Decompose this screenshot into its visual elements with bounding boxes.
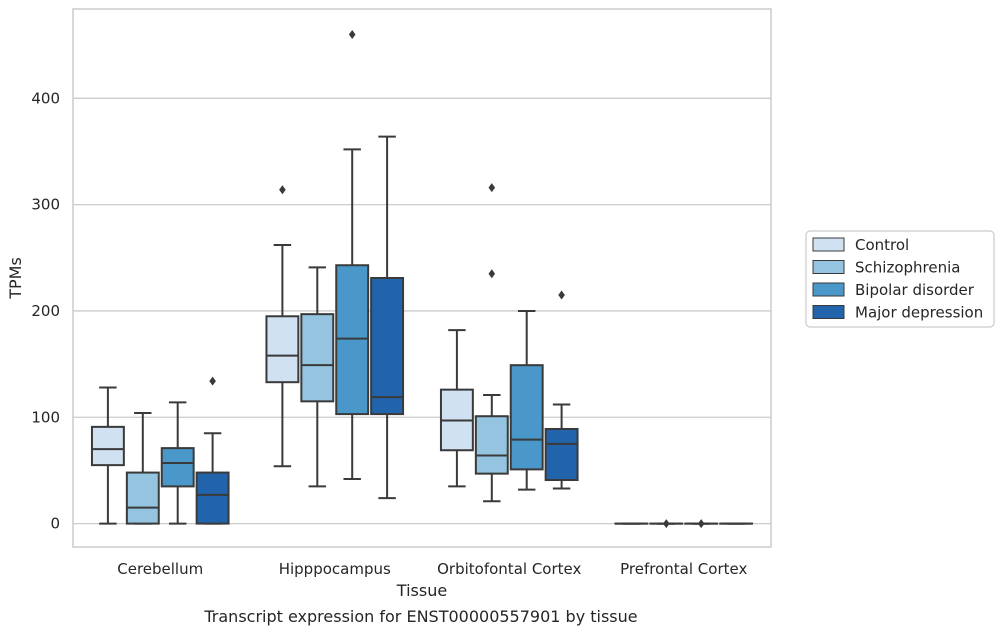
y-tick-label: 100 [31,408,60,426]
box-group [439,329,474,488]
box-iqr [509,364,544,471]
box-group [370,135,405,500]
outlier-point [209,376,216,386]
legend-label: Schizophrenia [855,259,960,277]
box-iqr [90,425,125,467]
x-axis-ticks: Cerebellum Hipppocampus Orbitofontal Corte… [117,560,747,578]
outlier-point [279,185,286,195]
legend-swatch [812,260,845,274]
box-iqr [125,471,160,525]
box-iqr [265,315,300,384]
legend-label: Control [855,236,909,254]
y-tick-label: 200 [31,302,60,320]
box-group [195,376,230,525]
x-axis-title: Tissue [396,581,447,600]
box-plot-series [90,30,754,529]
box-group [335,30,370,480]
outlier-point [488,183,496,193]
box-iqr [544,427,579,482]
x-tick-label: Orbitofontal Cortex [437,560,581,578]
box-group [90,386,125,525]
y-tick-label: 0 [50,515,60,533]
box-group [300,266,335,488]
box-iqr [370,277,405,416]
box-group [684,519,719,529]
x-tick-label: Cerebellum [117,560,203,578]
y-tick-label: 300 [31,196,60,214]
box-iqr [160,447,195,488]
box-group [649,519,684,529]
outlier-point [348,30,356,40]
box-iqr [335,264,370,416]
box-iqr [300,313,335,403]
box-group [125,412,160,525]
y-axis-title: TPMs [6,257,25,300]
outlier-point [488,269,496,279]
legend: Control Schizophrenia Bipolar disorder Majo… [805,230,995,328]
y-axis-ticks: 0 100 200 300 400 [31,89,60,532]
box-group [509,309,544,491]
chart-caption: Transcript expression for ENST0000055790… [203,607,637,626]
box-iqr [195,471,230,525]
legend-swatch [812,305,845,319]
box-group [544,290,579,490]
box-group [474,183,509,503]
outlier-point [663,519,670,529]
box-group [265,185,300,468]
y-tick-label: 400 [31,89,60,107]
plot-frame [72,8,772,548]
outlier-point [558,290,565,300]
legend-frame [805,230,995,328]
legend-swatch [812,237,845,252]
x-tick-label: Hipppocampus [279,560,391,578]
box-iqr [474,415,509,475]
legend-label: Bipolar disorder [855,281,975,299]
box-group [160,401,195,525]
outlier-point [697,519,705,529]
x-tick-label: Prefrontal Cortex [620,560,747,578]
legend-label: Major depression [855,304,983,322]
legend-swatch [812,282,845,297]
